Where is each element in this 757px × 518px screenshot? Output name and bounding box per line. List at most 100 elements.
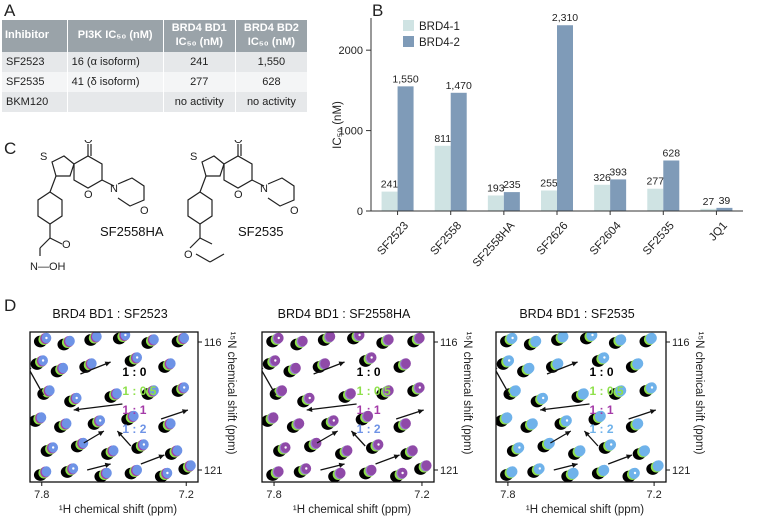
peak-ratio-1-2 xyxy=(179,332,190,344)
table-row: BKM120 no activity no activity xyxy=(2,91,309,112)
peak-ratio-1-2 xyxy=(186,460,196,471)
shift-arrowhead xyxy=(331,431,338,436)
x-tick-label: SF2626 xyxy=(535,220,571,258)
svg-text:O: O xyxy=(184,249,193,261)
peak-ratio-1-2 xyxy=(277,385,288,396)
shift-arrow xyxy=(496,369,511,396)
bar-brd4-2-jq1 xyxy=(716,207,733,211)
bar-value-label: 393 xyxy=(609,166,627,178)
nmr-frame xyxy=(495,331,667,483)
structure-sf2558ha: S O O N O O xyxy=(37,140,149,256)
bar-brd4-1-sf2558 xyxy=(434,145,451,211)
peak-center-dot xyxy=(124,333,127,337)
peak-ratio-1-2 xyxy=(149,385,159,396)
shift-arrow xyxy=(546,361,578,375)
bar-value-label: 2,310 xyxy=(552,12,578,24)
peak-ratio-1-2 xyxy=(273,466,284,477)
shift-arrow xyxy=(80,361,111,375)
shift-arrowhead xyxy=(393,454,400,460)
bar-value-label: 255 xyxy=(540,177,558,189)
peak-ratio-1-2 xyxy=(335,467,346,479)
svg-text:N: N xyxy=(110,183,118,195)
table-cell: 628 xyxy=(235,71,309,92)
peak-ratio-1-2 xyxy=(36,412,47,423)
bar-brd4-2-sf2558 xyxy=(450,92,467,211)
x-axis-label: ¹H chemical shift (ppm) xyxy=(293,504,411,516)
peak-ratio-1-2 xyxy=(44,385,55,396)
bar-value-label: 193 xyxy=(487,182,505,194)
ratio-label: 1 : 0.5 xyxy=(357,384,391,398)
shift-arrowhead xyxy=(306,406,313,412)
y-tick-label: 121 xyxy=(440,465,458,477)
peak-center-dot xyxy=(41,359,45,362)
table-header: BRD4 BD2 IC₅₀ (nM) xyxy=(235,20,309,52)
peak-ratio-1-2 xyxy=(132,464,143,476)
table-cell: 241 xyxy=(163,51,236,72)
shift-arrowhead xyxy=(30,367,32,370)
x-axis-label: ¹H chemical shift (ppm) xyxy=(526,504,644,516)
peak-center-dot xyxy=(610,443,613,446)
table-header-row: Inhibitor PI3K IC₅₀ (nM) BRD4 BD1 IC₅₀ (… xyxy=(2,20,309,52)
peak-ratio-1-2 xyxy=(616,385,627,396)
peak-ratio-1-2 xyxy=(575,445,586,456)
bar-brd4-2-sf2604 xyxy=(610,179,627,211)
y-axis-label: ¹⁵N chemical shift (ppm) xyxy=(225,332,237,455)
svg-text:O: O xyxy=(84,140,93,146)
nmr-panel-title: BRD4 BD1 : SF2535 xyxy=(519,307,634,321)
bar-value-label: 1,550 xyxy=(392,73,418,85)
peak-ratio-1-2 xyxy=(507,466,518,477)
peak-ratio-1-2 xyxy=(545,437,555,449)
shift-arrowhead xyxy=(540,406,546,412)
table-cell: 277 xyxy=(163,71,236,92)
nmr-panels: BRD4 BD1 : SF2523 1 : 0 1 : 0.5 1 : 1 1 : 2 7… xyxy=(29,307,705,516)
y-tick-label: 0 xyxy=(357,206,363,218)
peak-ratio-1-2 xyxy=(408,445,418,456)
ratio-label: 1 : 0.5 xyxy=(590,384,624,398)
peak-ratio-1-2 xyxy=(291,362,301,374)
shift-arrowhead xyxy=(571,361,578,367)
peak-ratio-1-2 xyxy=(342,445,353,456)
hydroxamic-group-label: N—OH xyxy=(30,261,66,273)
shift-arrowhead xyxy=(104,462,111,468)
peak-center-dot xyxy=(166,471,169,475)
compound-name-sf2558ha: SF2558HA xyxy=(100,224,164,239)
peak-ratio-1-2 xyxy=(511,385,521,396)
peak-center-dot xyxy=(377,443,380,446)
y-axis-label: ¹⁵N chemical shift (ppm) xyxy=(693,332,705,455)
bar-brd4-2-sf2523 xyxy=(397,86,414,211)
svg-text:N: N xyxy=(260,183,268,195)
peak-center-dot xyxy=(332,419,335,422)
peak-ratio-1-2 xyxy=(165,418,176,429)
ratio-label: 1 : 0 xyxy=(122,365,146,379)
nmr-panel-title: BRD4 BD1 : SF2523 xyxy=(52,307,167,321)
peak-center-dot xyxy=(284,446,287,449)
x-tick-label: SF2523 xyxy=(375,220,411,258)
shift-arrowhead xyxy=(262,367,264,370)
nmr-spectra: BRD4 BD1 : SF2523 1 : 0 1 : 0.5 1 : 1 1 : 2 7… xyxy=(29,307,705,516)
x-tick-label: SF2558 xyxy=(428,220,464,258)
shift-arrowhead xyxy=(351,431,358,437)
peak-center-dot xyxy=(518,446,521,449)
table-header: PI3K IC₅₀ (nM) xyxy=(67,20,164,52)
bar-brd4-2-sf2535 xyxy=(663,160,680,211)
shift-arrowhead xyxy=(564,431,571,436)
peak-ratio-1-2 xyxy=(599,464,610,476)
ratio-label: 1 : 1 xyxy=(357,403,381,417)
bar-value-label: 277 xyxy=(647,176,665,188)
shift-arrowhead xyxy=(417,409,424,415)
x-tick-label: SF2535 xyxy=(641,220,677,258)
bar-value-label: 27 xyxy=(703,196,715,208)
bar-brd4-2-sf2626 xyxy=(557,25,573,211)
table-cell: no activity xyxy=(235,91,309,112)
peak-ratio-1-2 xyxy=(294,418,305,429)
legend-swatch-brd4-1 xyxy=(403,20,414,31)
peak-ratio-1-2 xyxy=(383,334,394,345)
ratio-label: 1 : 2 xyxy=(122,422,146,436)
ratio-label: 1 : 0 xyxy=(590,365,614,379)
x-axis-label: ¹H chemical shift (ppm) xyxy=(59,504,177,516)
ratio-label: 1 : 1 xyxy=(122,403,146,417)
table-cell: no activity xyxy=(163,91,236,112)
peak-ratio-1-2 xyxy=(531,335,542,347)
peak-ratio-1-2 xyxy=(346,388,356,399)
